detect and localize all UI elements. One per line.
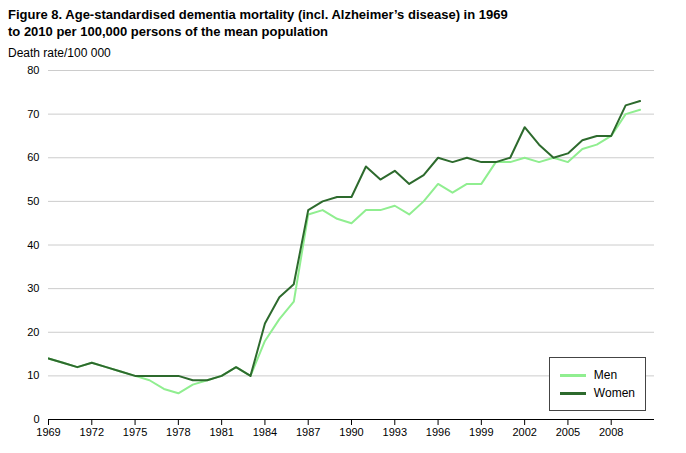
svg-text:1984: 1984 xyxy=(253,426,277,438)
svg-text:2005: 2005 xyxy=(556,426,580,438)
svg-text:2008: 2008 xyxy=(599,426,623,438)
svg-text:20: 20 xyxy=(27,326,39,338)
svg-text:50: 50 xyxy=(27,195,39,207)
svg-text:70: 70 xyxy=(27,108,39,120)
svg-text:1975: 1975 xyxy=(123,426,147,438)
svg-text:1999: 1999 xyxy=(469,426,493,438)
svg-text:1987: 1987 xyxy=(296,426,320,438)
svg-text:1996: 1996 xyxy=(426,426,450,438)
svg-text:30: 30 xyxy=(27,282,39,294)
svg-text:10: 10 xyxy=(27,369,39,381)
html-text:Death rate/100 000: Death rate/100 000 xyxy=(8,46,111,60)
svg-text:60: 60 xyxy=(27,151,39,163)
html-text:Men: Men xyxy=(593,368,618,382)
html-text:to 2010 per 100,000 persons of: to 2010 per 100,000 persons of the mean … xyxy=(8,24,328,39)
svg-text:40: 40 xyxy=(27,239,39,251)
svg-text:1981: 1981 xyxy=(209,426,233,438)
svg-text:80: 80 xyxy=(27,64,39,76)
svg-text:1990: 1990 xyxy=(339,426,363,438)
svg-text:1993: 1993 xyxy=(383,426,407,438)
svg-text:1969: 1969 xyxy=(36,426,60,438)
svg-text:1972: 1972 xyxy=(80,426,104,438)
svg-text:1978: 1978 xyxy=(166,426,190,438)
svg-text:2002: 2002 xyxy=(512,426,536,438)
html-text:Figure 8. Age-standardised dem: Figure 8. Age-standardised dementia mort… xyxy=(8,7,508,22)
svg-text:0: 0 xyxy=(33,413,39,425)
html-text:Women: Women xyxy=(593,386,635,400)
